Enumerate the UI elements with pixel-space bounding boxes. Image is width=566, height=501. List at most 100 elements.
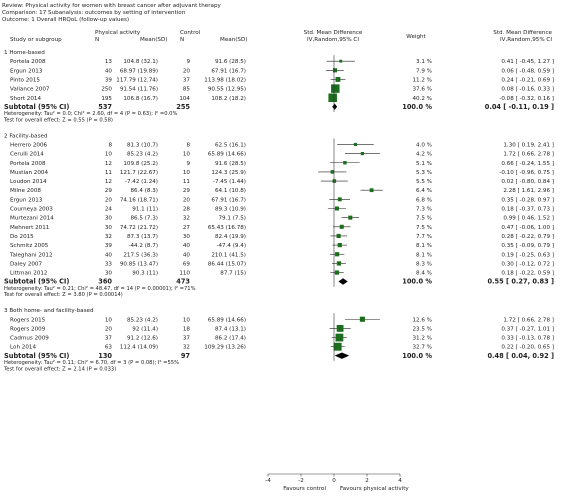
study-point xyxy=(337,243,342,248)
study-name: Cadmus 2009 xyxy=(10,336,49,342)
subtotal-n2: 255 xyxy=(176,103,190,111)
study-n1: 12 xyxy=(105,161,112,167)
subtotal-diamond xyxy=(334,352,350,359)
study-meansd1: 117.79 (12.74) xyxy=(116,77,158,83)
study-weight: 8.1 % xyxy=(416,243,432,249)
subtotal-diamond xyxy=(338,278,348,285)
study-n2: 85 xyxy=(183,87,191,93)
study-point xyxy=(335,333,344,342)
study-point xyxy=(339,59,343,63)
study-n2: 9 xyxy=(186,161,190,167)
study-weight: 31.2 % xyxy=(412,336,432,342)
study-meansd2: 79.1 (7.5) xyxy=(219,216,247,222)
study-point xyxy=(336,261,342,266)
study-name: Littman 2012 xyxy=(10,271,48,277)
subtotal-n2: 97 xyxy=(181,352,191,360)
subtotal-ci: 0.48 [ 0.04, 0.92 ] xyxy=(487,352,554,360)
study-n2: 40 xyxy=(183,243,191,249)
study-ci: 1.72 [ 0.66, 2.78 ] xyxy=(503,152,554,158)
col-group1-meansd: Mean(SD) xyxy=(140,37,167,43)
col-ci-title: Std. Mean Difference xyxy=(493,30,552,36)
study-weight: 3.1 % xyxy=(416,59,432,65)
favours-right-label: Favours physical activity xyxy=(340,486,409,492)
study-meansd1: 90.3 (11) xyxy=(132,271,158,277)
study-name: Mustian 2004 xyxy=(10,170,48,176)
study-name: Rogers 2015 xyxy=(10,317,46,323)
subtotal-ci: 0.55 [ 0.27, 0.83 ] xyxy=(487,278,554,286)
study-meansd2: 108.2 (18.2) xyxy=(211,96,246,102)
study-n1: 39 xyxy=(105,77,113,83)
study-weight: 4.2 % xyxy=(416,152,432,158)
study-meansd1: 121.7 (22.67) xyxy=(120,170,158,176)
study-ci: 0.08 [ -0.16, 0.33 ] xyxy=(501,87,554,93)
col-smd-method: IV,Random,95% CI xyxy=(307,37,359,43)
study-n2: 8 xyxy=(186,142,190,148)
study-name: Taleghani 2012 xyxy=(9,252,53,258)
study-name: Murtezani 2014 xyxy=(10,216,54,222)
study-ci: 1.30 [ 0.19, 2.41 ] xyxy=(503,142,554,148)
study-name: Portela 2008 xyxy=(10,161,46,167)
study-n2: 29 xyxy=(183,188,191,194)
study-n2: 10 xyxy=(183,317,191,323)
study-ci: 0.06 [ -0.48, 0.59 ] xyxy=(501,68,554,74)
study-meansd2: 87.4 (13.1) xyxy=(215,326,246,332)
study-n1: 37 xyxy=(105,336,113,342)
subtotal-weight: 100.0 % xyxy=(402,103,432,111)
study-point xyxy=(339,224,344,229)
study-point xyxy=(369,188,374,193)
study-name: Courneya 2003 xyxy=(10,207,53,213)
study-name: Portela 2008 xyxy=(10,59,46,65)
study-name: Rogers 2009 xyxy=(10,326,46,332)
study-name: Vallance 2007 xyxy=(10,87,50,93)
study-name: Loh 2014 xyxy=(10,345,36,351)
study-weight: 7.5 % xyxy=(416,225,432,231)
col-weight: Weight xyxy=(406,34,426,40)
study-n1: 40 xyxy=(105,68,113,74)
subtotal-weight: 100.0 % xyxy=(402,352,432,360)
study-meansd2: 89.3 (10.9) xyxy=(215,207,246,213)
study-meansd2: 87.7 (15) xyxy=(220,271,246,277)
favours-left-label: Favours control xyxy=(283,486,326,492)
study-weight: 32.7 % xyxy=(412,345,432,351)
outcome-line: Outcome: 1 Overall HRQoL (follow-up valu… xyxy=(2,17,129,23)
study-weight: 6.8 % xyxy=(416,197,432,203)
study-point xyxy=(334,206,339,211)
study-meansd1: 92 (11.4) xyxy=(132,326,158,332)
x-tick-label: 0 xyxy=(332,478,336,484)
study-point xyxy=(328,93,337,102)
study-point xyxy=(336,324,344,332)
col-group1-n: N xyxy=(95,37,99,43)
study-ci: 2.28 [ 1.61, 2.96 ] xyxy=(503,188,554,194)
study-weight: 7.3 % xyxy=(416,207,432,213)
col-group2-n: N xyxy=(180,37,184,43)
study-name: Pinto 2015 xyxy=(10,77,40,83)
study-n2: 37 xyxy=(183,77,191,83)
study-n2: 110 xyxy=(179,271,190,277)
study-weight: 5.3 % xyxy=(416,170,432,176)
study-weight: 11.2 % xyxy=(412,77,432,83)
heterogeneity-text: Heterogeneity: Tau² = 0.0; Chi² = 2.60, … xyxy=(4,111,177,117)
study-meansd2: 124.3 (25.9) xyxy=(211,170,246,176)
subtotal-label: Subtotal (95% CI) xyxy=(4,103,69,111)
study-name: Short 2014 xyxy=(10,96,41,102)
study-meansd1: 81.3 (10.7) xyxy=(127,142,158,148)
study-name: Loudon 2014 xyxy=(10,179,47,185)
heterogeneity-text: Heterogeneity: Tau² = 0.11; Chi² = 6.70,… xyxy=(4,360,179,366)
study-meansd1: 91.1 (11) xyxy=(132,207,158,213)
col-smd-title: Std. Mean Difference xyxy=(304,30,363,36)
study-meansd2: 62.5 (16.1) xyxy=(215,142,246,148)
study-meansd2: 67.91 (16.7) xyxy=(211,68,246,74)
study-point xyxy=(348,215,353,220)
study-meansd2: 65.89 (14.66) xyxy=(208,152,246,158)
col-ci-method: IV,Random,95% CI xyxy=(500,37,552,43)
study-meansd2: 90.55 (12.95) xyxy=(208,87,246,93)
col-group2-meansd: Mean(SD) xyxy=(220,37,247,43)
study-meansd1: 74.72 (21.72) xyxy=(120,225,158,231)
study-meansd1: 109.8 (25.2) xyxy=(123,161,158,167)
study-n2: 37 xyxy=(183,336,191,342)
study-n1: 12 xyxy=(105,179,112,185)
x-tick-label: 4 xyxy=(398,478,402,484)
study-name: Mehnert 2011 xyxy=(10,225,50,231)
forest-rows: 1 Home-based Portela 2008 13 104.8 (32.1) 9 9… xyxy=(3,50,554,372)
